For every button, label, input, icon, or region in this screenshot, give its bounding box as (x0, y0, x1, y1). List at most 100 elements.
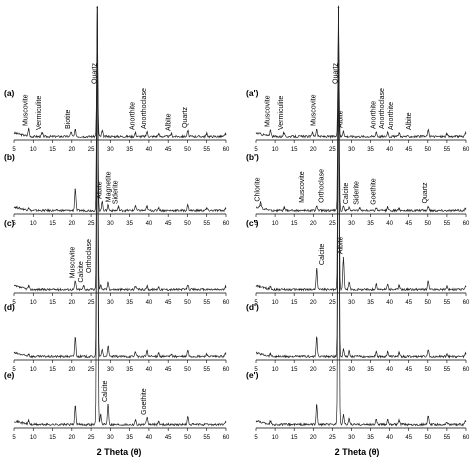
peak-point (348, 282, 350, 284)
x-tick-label: 35 (126, 221, 133, 227)
panel-label: (d') (246, 302, 259, 312)
mineral-annotation: Siderite (112, 180, 119, 204)
x-tick-label: 25 (88, 221, 95, 227)
peak-point (342, 348, 345, 350)
x-tick-label: 45 (405, 300, 412, 306)
peak-point (28, 207, 30, 209)
x-tick-label: 5 (254, 147, 258, 153)
x-tick-label: 60 (463, 300, 470, 306)
x-tick-label: 60 (223, 367, 230, 373)
peak-point (206, 208, 208, 210)
x-tick-label: 15 (291, 367, 298, 373)
peak-point (269, 421, 272, 423)
panel-c: 5 10 15 20 25 30 35 40 45 50 55 60(c)Muscovite Calci… (4, 7, 230, 306)
x-tick-label: 55 (444, 147, 451, 153)
peak-point (259, 204, 262, 206)
x-tick-label: 5 (254, 300, 258, 306)
xrd-pattern-line (255, 6, 467, 292)
x-tick-label: 15 (49, 435, 56, 441)
x-tick-label: 25 (88, 300, 95, 306)
x-tick-label: 35 (367, 300, 374, 306)
peak-point (146, 351, 148, 353)
x-tick-label: 40 (146, 367, 153, 373)
x-tick-label: 15 (49, 367, 56, 373)
x-tick-label: 55 (444, 300, 451, 306)
panel-label: (e') (246, 370, 259, 380)
x-tick-label: 50 (424, 435, 431, 441)
x-tick-label: 20 (310, 367, 317, 373)
x-tick-label: 20 (68, 221, 75, 227)
peak-point (157, 287, 160, 289)
x-tick-label: 15 (291, 147, 298, 153)
peak-point (375, 132, 377, 134)
x-tick-label: 55 (444, 435, 451, 441)
peak-point (96, 7, 98, 9)
peak-point (427, 281, 429, 283)
peak-point (387, 207, 389, 209)
peak-point (107, 346, 109, 348)
peak-point (134, 133, 137, 135)
xrd-pattern-line (13, 7, 227, 292)
peak-point (269, 354, 272, 356)
peak-point (157, 352, 160, 354)
peak-point (342, 205, 345, 208)
x-tick-label: 20 (68, 367, 75, 373)
x-tick-label: 40 (386, 435, 393, 441)
peak-point (134, 286, 137, 288)
mineral-annotation: Quartz (332, 62, 339, 84)
mineral-annotation: Anorthoclase (379, 88, 386, 129)
x-tick-label: 60 (463, 367, 470, 373)
x-tick-label: 35 (367, 367, 374, 373)
peak-point (316, 205, 318, 208)
peak-point (398, 352, 400, 354)
peak-point (146, 417, 148, 419)
x-tick-label: 40 (386, 300, 393, 306)
peak-point (74, 188, 76, 190)
mineral-annotation: Vermiculite (278, 96, 285, 130)
peak-point (157, 421, 160, 423)
x-tick-label: 30 (348, 300, 355, 306)
mineral-annotation: Muscovite (265, 95, 272, 127)
mineral-annotation: Muscovite (311, 94, 318, 126)
peak-point (70, 132, 72, 134)
x-tick-label: 40 (146, 435, 153, 441)
peak-point (187, 284, 189, 287)
x-tick-label: 40 (386, 221, 393, 227)
peak-point (375, 351, 377, 353)
x-tick-label: 10 (30, 147, 37, 153)
panel-label: (b) (4, 152, 15, 162)
x-tick-label: 40 (146, 147, 153, 153)
panel-b-prime: 5 10 15 20 25 30 35 40 45 50 55 60 (b') Chlorite Musco… (246, 5, 470, 227)
peak-point (269, 286, 272, 288)
x-tick-label: 5 (12, 367, 16, 373)
peak-point (74, 130, 76, 132)
x-tick-label: 25 (88, 435, 95, 441)
x-tick-label: 55 (203, 147, 210, 153)
mineral-annotation: Calcite (343, 183, 350, 205)
peak-point (107, 282, 109, 284)
peak-point (427, 206, 429, 208)
x-tick-label: 25 (88, 367, 95, 373)
peak-point (225, 134, 227, 136)
peak-point (146, 286, 148, 288)
peak-point (465, 353, 467, 355)
mineral-annotation: Albite (406, 112, 413, 130)
x-tick-label: 10 (272, 147, 279, 153)
x-tick-label: 50 (424, 367, 431, 373)
x-tick-label: 10 (272, 300, 279, 306)
peak-point (134, 205, 137, 208)
x-tick-label: 5 (12, 221, 16, 227)
panel-d: 5 10 15 20 25 30 35 40 45 50 55 60(d) (4, 5, 230, 373)
x-tick-label: 15 (291, 435, 298, 441)
x-tick-label: 40 (146, 221, 153, 227)
peak-point (446, 134, 448, 136)
peak-point (358, 207, 361, 209)
x-tick-label: 40 (386, 147, 393, 153)
mineral-annotation: Calcite (102, 380, 109, 402)
x-tick-label: 5 (12, 300, 16, 306)
x-tick-label: 50 (424, 221, 431, 227)
xrd-pattern-line (13, 6, 227, 213)
x-tick-label: 25 (329, 367, 336, 373)
xrd-pattern-line (255, 5, 467, 213)
peak-point (316, 404, 318, 406)
